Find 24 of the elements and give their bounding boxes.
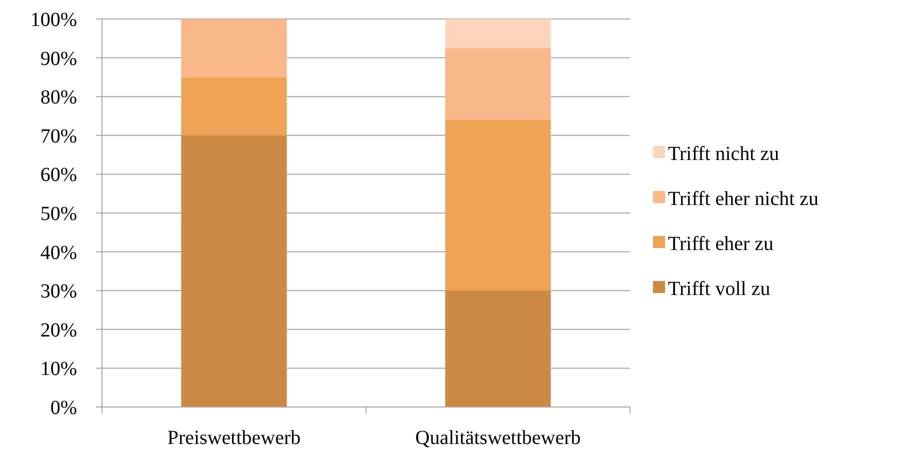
y-tick-label: 10% xyxy=(40,358,77,380)
y-tick-label: 60% xyxy=(40,164,77,186)
legend-label: Trifft eher nicht zu xyxy=(668,188,819,210)
legend-label: Trifft voll zu xyxy=(668,278,770,300)
y-tick-label: 20% xyxy=(40,319,77,342)
legend-label: Trifft eher zu xyxy=(668,233,774,255)
bar xyxy=(445,19,551,48)
y-tick-label: 90% xyxy=(40,48,77,70)
bar xyxy=(181,77,287,136)
y-tick-label: 80% xyxy=(40,86,77,109)
y-tick-label: 50% xyxy=(40,203,77,225)
bar xyxy=(445,120,551,291)
y-tick-label: 30% xyxy=(40,280,77,303)
bar xyxy=(181,19,287,78)
y-tick-label: 40% xyxy=(40,242,77,264)
legend-label: Trifft nicht zu xyxy=(668,143,780,165)
bar xyxy=(181,135,287,407)
y-tick-label: 70% xyxy=(40,125,77,148)
bar xyxy=(445,290,551,407)
y-tick-label: 100% xyxy=(30,9,77,31)
x-tick-label: Qualitätswettbewerb xyxy=(415,427,581,449)
bar xyxy=(445,48,551,120)
x-tick-label: Preiswettbewerb xyxy=(167,427,301,449)
y-tick-label: 0% xyxy=(50,397,77,419)
